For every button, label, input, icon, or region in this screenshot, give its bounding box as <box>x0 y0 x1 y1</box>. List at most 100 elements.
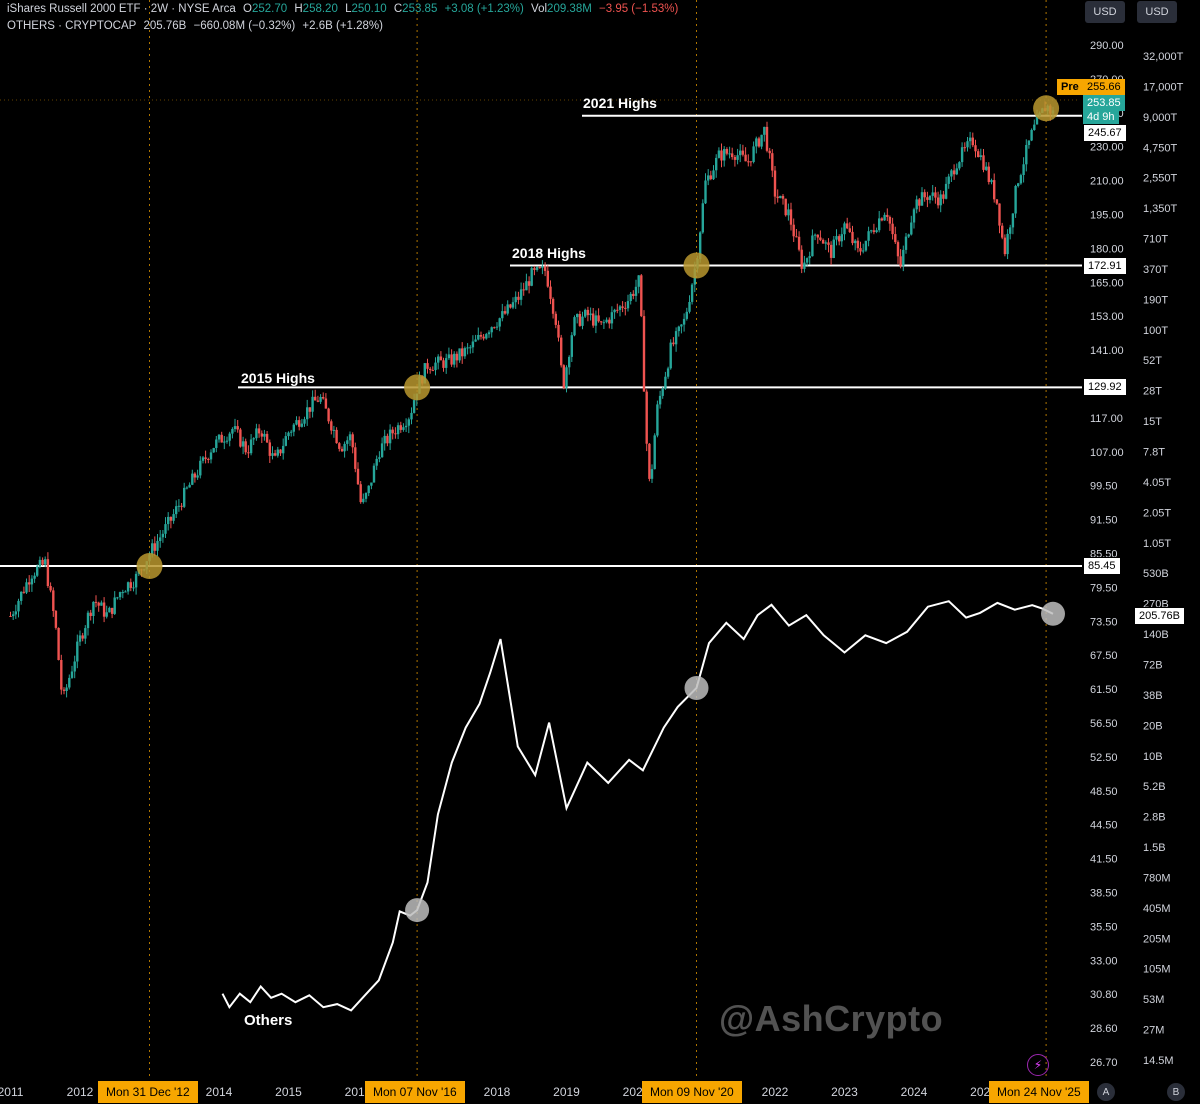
candle <box>747 154 750 167</box>
candle <box>752 141 755 164</box>
candle <box>372 463 376 483</box>
russell-y-tick: 153.00 <box>1090 311 1124 323</box>
candle <box>1022 157 1025 183</box>
russell-y-tick: 56.50 <box>1090 718 1118 730</box>
candle <box>501 303 504 322</box>
candle <box>263 429 266 441</box>
candle <box>172 509 175 524</box>
candle <box>25 578 28 594</box>
currency-button-right[interactable]: USD <box>1137 1 1177 23</box>
candle <box>1019 173 1023 185</box>
candle <box>838 234 841 246</box>
x-tick: 2011 <box>0 1085 24 1099</box>
candle <box>977 148 980 158</box>
candle <box>362 493 365 504</box>
label-2015-highs: 2015 Highs <box>241 370 315 386</box>
candle <box>471 335 475 354</box>
candle <box>987 162 990 185</box>
candle <box>282 438 285 460</box>
candle <box>102 597 106 623</box>
candle <box>279 449 282 456</box>
candle <box>632 290 635 300</box>
candle <box>249 434 253 456</box>
candle <box>514 291 517 309</box>
others-y-tick: 27M <box>1143 1025 1164 1037</box>
candle <box>322 392 325 400</box>
candle <box>819 230 822 242</box>
candle <box>359 481 362 504</box>
candle <box>993 173 996 203</box>
candle <box>1025 139 1028 172</box>
candle <box>110 607 114 619</box>
others-y-tick: 1.05T <box>1143 538 1171 550</box>
candle <box>960 142 964 167</box>
candle <box>554 311 557 329</box>
candle <box>52 587 55 617</box>
candle <box>827 238 830 253</box>
candle <box>1030 128 1033 142</box>
candle <box>167 512 170 531</box>
candle <box>653 433 656 470</box>
candle <box>12 611 15 620</box>
candle <box>156 534 159 556</box>
candle <box>851 225 854 246</box>
currency-button-left[interactable]: USD <box>1085 1 1125 23</box>
candle <box>776 189 779 203</box>
candle <box>233 418 237 432</box>
others-y-tick: 780M <box>1143 873 1171 885</box>
x-tick: 2018 <box>484 1085 511 1099</box>
others-y-tick: 4.05T <box>1143 477 1171 489</box>
candle <box>560 334 563 368</box>
candle <box>613 308 616 319</box>
candle <box>431 366 434 372</box>
corner-button-a[interactable]: A <box>1097 1083 1115 1101</box>
candle <box>183 482 186 508</box>
candle <box>180 503 183 511</box>
candle <box>241 436 245 455</box>
lightning-icon[interactable]: ⚡ <box>1027 1054 1049 1076</box>
russell-breakout-marker-0 <box>136 553 163 579</box>
candle <box>624 302 627 316</box>
others-y-tick: 1,350T <box>1143 203 1178 215</box>
candle <box>380 437 384 458</box>
others-y-tick: 405M <box>1143 903 1171 915</box>
candle <box>188 482 191 488</box>
candle <box>201 456 205 464</box>
candle <box>169 516 173 529</box>
others-y-tick: 10B <box>1143 751 1163 763</box>
axis-labels: 290.00270.00250.00230.00210.00195.00180.… <box>0 40 1184 1099</box>
candle <box>70 665 74 679</box>
candle <box>265 431 269 443</box>
candle <box>864 240 868 252</box>
candle <box>792 218 795 242</box>
others-y-tick: 17,000T <box>1143 81 1184 93</box>
candle <box>923 189 926 202</box>
candle <box>290 429 293 437</box>
candle <box>284 432 287 447</box>
others-y-tick: 100T <box>1143 325 1168 337</box>
candle <box>30 575 34 592</box>
others-symbol: OTHERS · CRYPTOCAP <box>7 20 137 32</box>
others-y-tick: 52T <box>1143 355 1162 367</box>
candle <box>955 163 958 176</box>
candle <box>990 178 993 185</box>
candle <box>509 303 512 309</box>
candle <box>803 255 806 273</box>
candle <box>600 321 603 325</box>
candle <box>533 265 536 276</box>
candle <box>789 202 793 231</box>
candle <box>76 634 79 669</box>
russell-y-tick: 79.50 <box>1090 582 1118 594</box>
russell-y-tick: 52.50 <box>1090 752 1118 764</box>
corner-button-b[interactable]: B <box>1167 1083 1185 1101</box>
candle <box>862 243 865 254</box>
candle <box>816 234 819 244</box>
candle <box>982 149 985 173</box>
candle <box>228 431 231 447</box>
candle <box>576 313 579 324</box>
candle <box>463 346 467 359</box>
russell-y-tick: 67.50 <box>1090 650 1118 662</box>
candle <box>1033 119 1036 131</box>
candle <box>57 627 60 661</box>
